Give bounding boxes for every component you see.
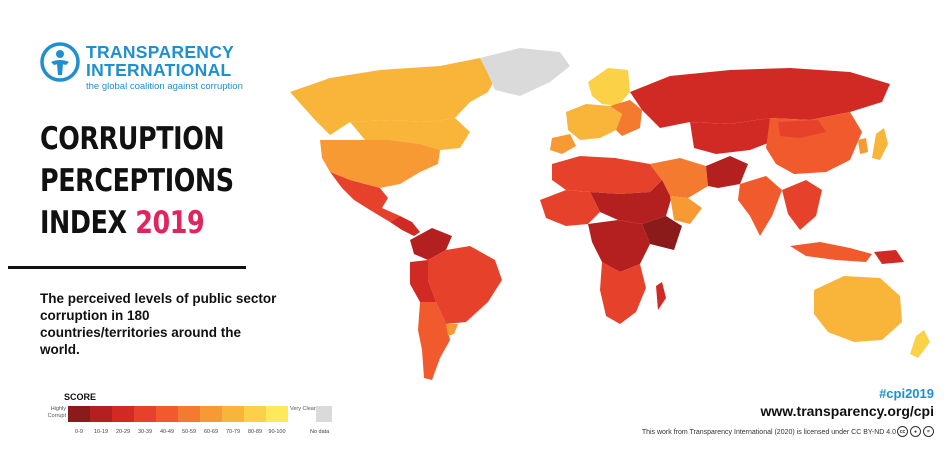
legend-swatch-40-49 [156,406,178,422]
legend-swatch-80-89 [244,406,266,422]
map-argentina-chile [418,302,450,380]
cc-cc-icon: cc [897,426,908,437]
map-png [874,250,904,264]
legend-swatch-10-19 [90,406,112,422]
legend-no-data-swatch [316,406,332,422]
hashtag: #cpi2019 [879,386,934,401]
map-australia [814,276,902,342]
map-western-europe [566,104,622,140]
legend-swatch-60-69 [200,406,222,422]
cc-nd-icon: = [923,426,934,437]
map-central-america [390,216,420,236]
map-southeast-asia [782,180,822,230]
map-canada-alaska [290,58,500,135]
cc-by-icon: ● [910,426,921,437]
legend-range-label: 60-69 [203,429,219,435]
legend-range-label: 30-39 [137,429,153,435]
org-name-line2: INTERNATIONAL [86,60,232,80]
map-usa [320,140,440,188]
title-divider [8,266,246,269]
map-arabia [670,196,702,224]
map-korea [858,138,868,154]
map-central-africa [588,220,650,272]
map-canada-east [350,118,470,150]
map-iran-afghanistan [706,156,748,188]
map-west-africa [540,190,600,226]
map-mexico [330,172,400,222]
map-mongolia [778,120,826,138]
legend-range-label: 10-19 [93,429,109,435]
map-eastern-europe [610,100,642,136]
map-japan [872,128,888,160]
legend-range-label: 20-29 [115,429,131,435]
legend-range-label: 50-59 [181,429,197,435]
map-madagascar [656,282,666,310]
legend-swatch-30-39 [134,406,156,422]
title-line-1: CORRUPTION [40,121,225,157]
title-line-3: INDEX 2019 [40,202,253,244]
map-uruguay [446,324,458,336]
map-sahel [590,180,672,224]
map-indonesia [790,242,872,262]
legend-color-bar [68,406,288,422]
legend-swatch-70-79 [222,406,244,422]
map-southern-africa [600,262,646,324]
legend-swatch-90-100 [266,406,288,422]
ti-logo: TRANSPARENCY INTERNATIONAL the global co… [40,40,270,96]
title-index-word: INDEX [40,205,127,241]
legend-range-label: 70-79 [225,429,241,435]
legend-range-label: 40-49 [159,429,175,435]
legend-swatch-0-9 [68,406,90,422]
description: The perceived levels of public sector co… [40,291,277,357]
map-central-asia [690,118,776,154]
legend-range-label: 80-89 [247,429,263,435]
map-india [738,176,782,236]
map-brazil [428,246,502,324]
map-venezuela-colombia [410,228,452,260]
map-new-zealand [910,330,930,358]
legend-swatch-20-29 [112,406,134,422]
page-title: CORRUPTION PERCEPTIONS INDEX 2019 [40,118,300,244]
legend-no-data-label: No data [310,429,330,435]
score-legend: SCORE Highly Corrupt Very Clean 0-9 10-19… [42,392,342,442]
org-tagline: the global coalition against corruption [86,81,243,92]
globe-logo-icon [40,42,80,82]
map-russia [630,68,890,128]
map-peru-bolivia [410,260,436,302]
legend-low-label: Highly Corrupt [47,406,66,419]
map-north-africa [552,156,662,194]
map-greenland [480,48,570,96]
legend-title: SCORE [64,392,97,402]
legend-range-label: 90-100 [268,429,286,435]
legend-range-label: 0-9 [75,429,83,435]
title-line-2: PERCEPTIONS [40,163,234,199]
world-map [290,48,930,380]
license-text: This work from Transparency Internationa… [641,429,896,436]
map-east-africa [642,216,682,250]
website-link[interactable]: www.transparency.org/cpi [760,403,935,419]
legend-range-labels: 0-9 10-19 20-29 30-39 40-49 50-59 60-69 70-79 80… [68,429,288,435]
map-scandinavia [588,68,630,106]
cc-license-icons: cc ● = [897,426,934,437]
org-name-line1: TRANSPARENCY [86,42,235,62]
map-middle-east [650,158,708,198]
map-iberia [550,134,576,154]
legend-high-label: Very Clean [290,406,317,412]
legend-swatch-50-59 [178,406,200,422]
title-year: 2019 [135,205,205,241]
